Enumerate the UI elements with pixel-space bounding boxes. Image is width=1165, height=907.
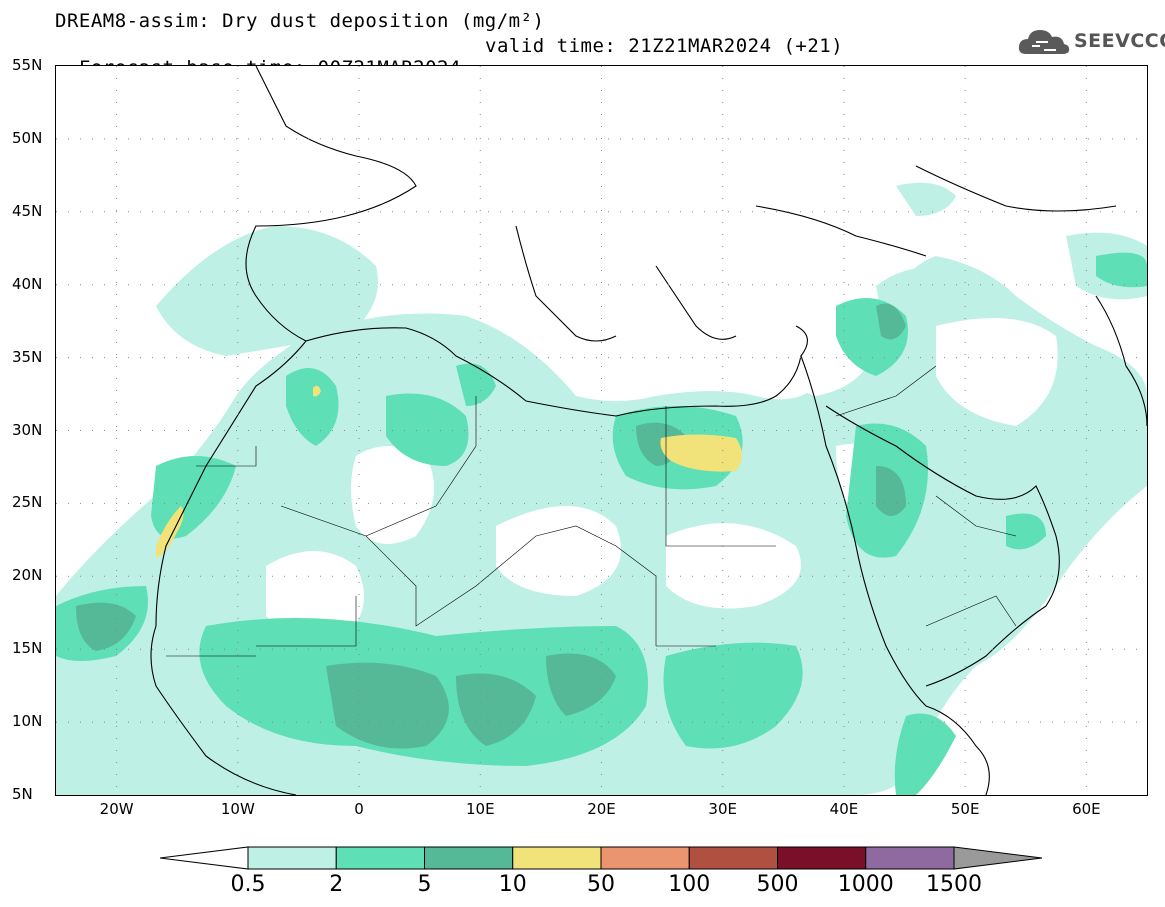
deposition-field <box>56 182 1147 795</box>
colorbar-level-label: 5 <box>417 872 432 897</box>
lon-tick-label: 0 <box>354 800 364 818</box>
level-5-10 <box>76 303 906 749</box>
colorbar-level-label: 0.5 <box>230 872 266 897</box>
lat-tick-label: 55N <box>12 56 43 74</box>
lon-tick-label: 20E <box>587 800 616 818</box>
lon-tick-label: 10W <box>220 800 255 818</box>
lat-tick-label: 30N <box>12 420 43 439</box>
lat-tick-label: 35N <box>12 347 43 366</box>
seevccc-logo: SEEVCCC <box>1018 24 1165 60</box>
lat-tick-label: 50N <box>12 128 43 147</box>
country-borders <box>166 365 1017 657</box>
lat-tick-label: 45N <box>12 201 43 220</box>
lat-tick-label: 25N <box>12 493 43 512</box>
colorbar-level-label: 1000 <box>837 872 894 897</box>
lon-tick-label: 40E <box>829 800 859 818</box>
colorbar-under-triangle <box>159 846 249 870</box>
colorbar-level-label: 10 <box>498 872 527 897</box>
lon-tick-label: 10E <box>465 800 495 818</box>
lon-tick-label: 50E <box>950 800 980 818</box>
lat-tick-label: 40N <box>12 274 43 293</box>
colorbar <box>159 840 1043 876</box>
lat-tick-label: 15N <box>12 639 43 658</box>
colorbar-level-label: 2 <box>329 872 344 897</box>
dust-deposition-map <box>56 66 1147 795</box>
valid-time: valid time: 21Z21MAR2024 (+21) <box>485 35 844 57</box>
colorbar-level-label: 100 <box>668 872 711 897</box>
logo-text: SEEVCCC <box>1074 30 1165 52</box>
lon-tick-label: 20W <box>99 800 134 818</box>
colorbar-level-label: 1500 <box>926 872 982 897</box>
lon-tick-label: 60E <box>1072 800 1101 818</box>
colorbar-segment <box>777 846 867 870</box>
colorbar-segment <box>335 846 425 870</box>
colorbar-level-label: 500 <box>756 872 799 897</box>
lat-tick-label: 5N <box>12 785 33 803</box>
lat-tick-label: 20N <box>12 566 43 585</box>
lon-tick-label: 30E <box>708 800 738 818</box>
colorbar-level-label: 50 <box>587 872 615 897</box>
cloud-icon <box>1018 30 1070 54</box>
colorbar-segment <box>688 846 778 870</box>
lat-tick-label: 10N <box>12 712 43 731</box>
colorbar-segment <box>600 846 690 870</box>
colorbar-over-triangle <box>953 846 1043 870</box>
map-title: DREAM8-assim: Dry dust deposition (mg/m²… <box>55 10 545 32</box>
colorbar-segment <box>247 846 337 870</box>
colorbar-segment <box>424 846 514 870</box>
level-10-50 <box>156 385 742 558</box>
colorbar-segment <box>512 846 602 870</box>
coastlines <box>150 66 1147 795</box>
colorbar-segment <box>865 846 955 870</box>
